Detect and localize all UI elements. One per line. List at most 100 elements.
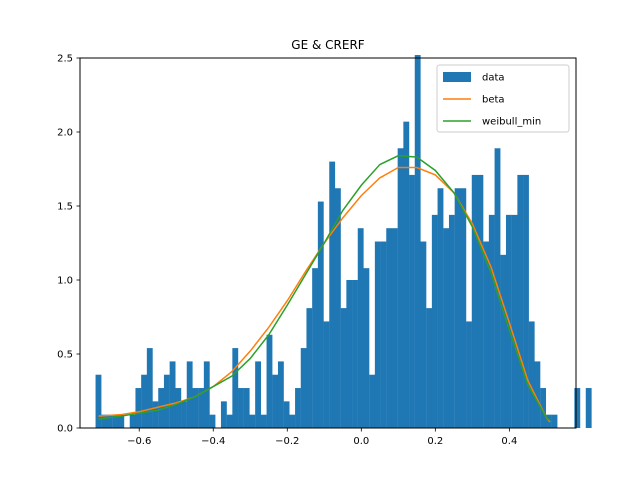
histogram-bar bbox=[357, 228, 364, 428]
histogram-bar bbox=[209, 414, 216, 428]
histogram-bar bbox=[540, 388, 547, 428]
histogram-bar bbox=[511, 214, 518, 428]
histogram-bar bbox=[380, 241, 387, 428]
histogram-bar bbox=[141, 374, 147, 428]
histogram-bar bbox=[426, 308, 433, 428]
histogram-bar bbox=[198, 388, 204, 428]
histogram-bar bbox=[169, 361, 176, 428]
legend: data beta weibull_min bbox=[436, 64, 570, 133]
histogram-bar bbox=[528, 321, 535, 428]
histogram-bar bbox=[317, 201, 324, 428]
histogram-bar bbox=[312, 268, 319, 428]
x-tick-label: −0.6 bbox=[127, 436, 151, 447]
histogram-bar bbox=[403, 121, 410, 428]
histogram-bar bbox=[238, 388, 244, 428]
y-tick-label: 2.0 bbox=[57, 128, 73, 139]
histogram-bar bbox=[471, 174, 478, 428]
histogram-bar bbox=[414, 55, 421, 428]
x-tick-label: 0.4 bbox=[501, 436, 517, 447]
chart-title: GE & CRERF bbox=[291, 38, 365, 52]
histogram-bar bbox=[249, 414, 256, 428]
histogram-bar bbox=[329, 161, 336, 428]
histogram-bar bbox=[386, 228, 393, 428]
histogram-bar bbox=[466, 321, 472, 428]
histogram-bar bbox=[409, 174, 415, 428]
histogram-bar bbox=[95, 374, 102, 428]
histogram-bar bbox=[500, 254, 507, 428]
histogram-bar bbox=[203, 361, 210, 428]
histogram-bar bbox=[437, 188, 444, 428]
x-tick-label: 0.0 bbox=[353, 436, 369, 447]
x-tick-label: 0.2 bbox=[427, 436, 443, 447]
histogram-bar bbox=[300, 348, 307, 428]
legend-label-beta: beta bbox=[482, 95, 505, 106]
histogram-bar bbox=[112, 414, 119, 428]
histogram-bar bbox=[243, 388, 250, 428]
histogram-bar bbox=[431, 214, 438, 428]
histogram-bar bbox=[260, 414, 267, 428]
histogram-bar bbox=[163, 374, 170, 428]
histogram-bar bbox=[585, 388, 592, 428]
histogram-bar bbox=[374, 241, 381, 428]
histogram-bar bbox=[523, 174, 529, 428]
histogram-bar bbox=[146, 348, 153, 428]
histogram-bar bbox=[186, 361, 193, 428]
x-tick-label: −0.4 bbox=[201, 436, 225, 447]
histogram-bar bbox=[226, 414, 233, 428]
histogram-bar bbox=[340, 308, 347, 428]
histogram-bar bbox=[397, 148, 404, 428]
y-axis: 0.0 0.5 1.0 1.5 2.0 2.5 bbox=[57, 54, 80, 435]
histogram-bar bbox=[488, 214, 495, 428]
y-tick-label: 2.5 bbox=[57, 54, 73, 65]
histogram-bar bbox=[175, 388, 182, 428]
histogram-bar bbox=[448, 214, 455, 428]
histogram-bar bbox=[135, 388, 142, 428]
histogram-bar bbox=[289, 414, 296, 428]
histogram-bar bbox=[152, 401, 159, 428]
legend-label-weibull-min: weibull_min bbox=[482, 117, 541, 128]
histogram-bar bbox=[346, 280, 353, 428]
y-tick-label: 1.0 bbox=[57, 276, 73, 287]
histogram-bar bbox=[232, 348, 239, 428]
histogram-bar bbox=[352, 280, 358, 428]
histogram-bar bbox=[181, 401, 187, 428]
x-tick-label: −0.2 bbox=[275, 436, 299, 447]
legend-label-data: data bbox=[482, 73, 505, 84]
series-line-beta bbox=[98, 166, 551, 423]
histogram-bar bbox=[255, 361, 261, 428]
histogram-bar bbox=[517, 174, 524, 428]
histogram-bar bbox=[420, 241, 427, 428]
histogram-bar bbox=[106, 414, 113, 428]
histogram-bar bbox=[369, 374, 376, 428]
axes-frame bbox=[79, 57, 577, 429]
histogram-bar bbox=[483, 241, 490, 428]
y-tick-label: 1.5 bbox=[57, 202, 73, 213]
histogram-bar bbox=[101, 414, 108, 428]
histogram-bar bbox=[306, 308, 313, 428]
histogram-bar bbox=[477, 174, 484, 428]
histogram-bar bbox=[534, 361, 541, 428]
fit-lines bbox=[98, 154, 551, 423]
histogram-bar bbox=[266, 334, 273, 428]
histogram-bar bbox=[295, 388, 301, 428]
histogram-bars bbox=[95, 55, 592, 428]
histogram-bar bbox=[363, 268, 370, 428]
y-tick-label: 0.0 bbox=[57, 424, 73, 435]
y-tick-label: 0.5 bbox=[57, 350, 73, 361]
histogram-bar bbox=[272, 374, 279, 428]
histogram-bar bbox=[551, 414, 558, 428]
histogram-bar bbox=[277, 361, 284, 428]
series-line-weibull-min bbox=[98, 154, 551, 422]
histogram-bar bbox=[334, 188, 341, 428]
legend-swatch-data bbox=[443, 72, 471, 82]
histogram-bar bbox=[118, 414, 125, 428]
x-axis: −0.6 −0.4 −0.2 0.0 0.2 0.4 bbox=[127, 428, 517, 447]
histogram-bar bbox=[323, 321, 330, 428]
histogram-bar bbox=[192, 388, 199, 428]
histogram-bar bbox=[443, 228, 450, 428]
histogram-bar bbox=[574, 388, 581, 428]
histogram-bar bbox=[129, 414, 136, 428]
histogram-bar bbox=[454, 188, 461, 428]
histogram-bar bbox=[220, 401, 227, 428]
